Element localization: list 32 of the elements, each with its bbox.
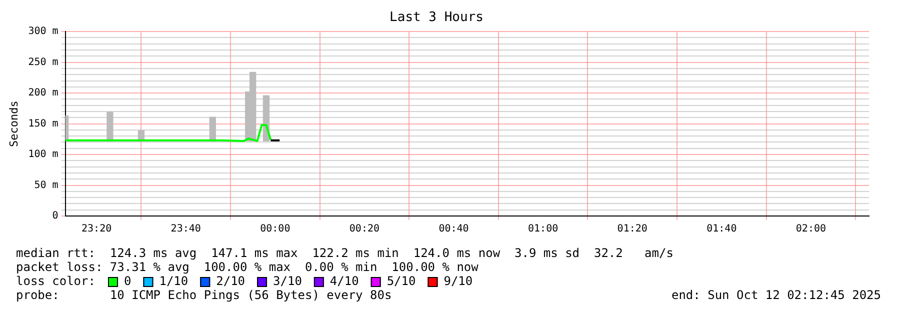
x-tick-label: 00:20: [349, 224, 380, 235]
legend-label: 5/10: [386, 274, 416, 288]
x-tick-label: 02:00: [796, 224, 826, 235]
text: packet loss: 73.31 % avg 100.00 % max 0.00 % min 100.00 % now: [16, 260, 480, 274]
y-tick-label: 100 m: [28, 149, 58, 160]
y-tick-label: 200 m: [28, 88, 58, 99]
chart-title: Last 3 Hours: [390, 10, 484, 26]
text: probe: 10 ICMP Echo Pings (56 Bytes) every 80s: [16, 288, 392, 302]
bar: [106, 112, 114, 142]
y-tick-label: 150 m: [28, 118, 58, 130]
text: end: Sun Oct 12 02:12:45 2025: [671, 288, 881, 302]
legend-label: 0: [124, 274, 132, 288]
y-tick-label: 0: [52, 210, 58, 222]
bar: [209, 116, 216, 142]
text: median rtt: 124.3 ms avg 147.1 ms max 122.2 ms min 124.0 ms now 3.9 ms sd 32.2 am/s: [16, 246, 674, 260]
x-tick-label: 01:00: [528, 224, 558, 235]
legend-title: loss color:: [16, 274, 96, 288]
x-tick-label: 01:40: [706, 224, 737, 235]
legend-label: 4/10: [330, 274, 359, 288]
x-tick-label: 23:20: [82, 224, 112, 235]
legend-label: 3/10: [273, 274, 302, 288]
y-tick-label: 300 m: [28, 26, 58, 38]
legend-label: 1/10: [159, 274, 188, 288]
x-tick-label: 00:00: [260, 224, 290, 235]
x-tick-label: 01:20: [617, 224, 648, 235]
y-tick-label: 250 m: [28, 56, 58, 68]
y-axis-title: Seconds: [7, 100, 20, 147]
legend-label: 2/10: [216, 274, 246, 288]
x-tick-label: 00:40: [438, 224, 469, 235]
legend-label: 9/10: [444, 274, 473, 288]
y-tick-label: 50 m: [34, 180, 58, 191]
x-tick-label: 23:40: [170, 224, 201, 235]
